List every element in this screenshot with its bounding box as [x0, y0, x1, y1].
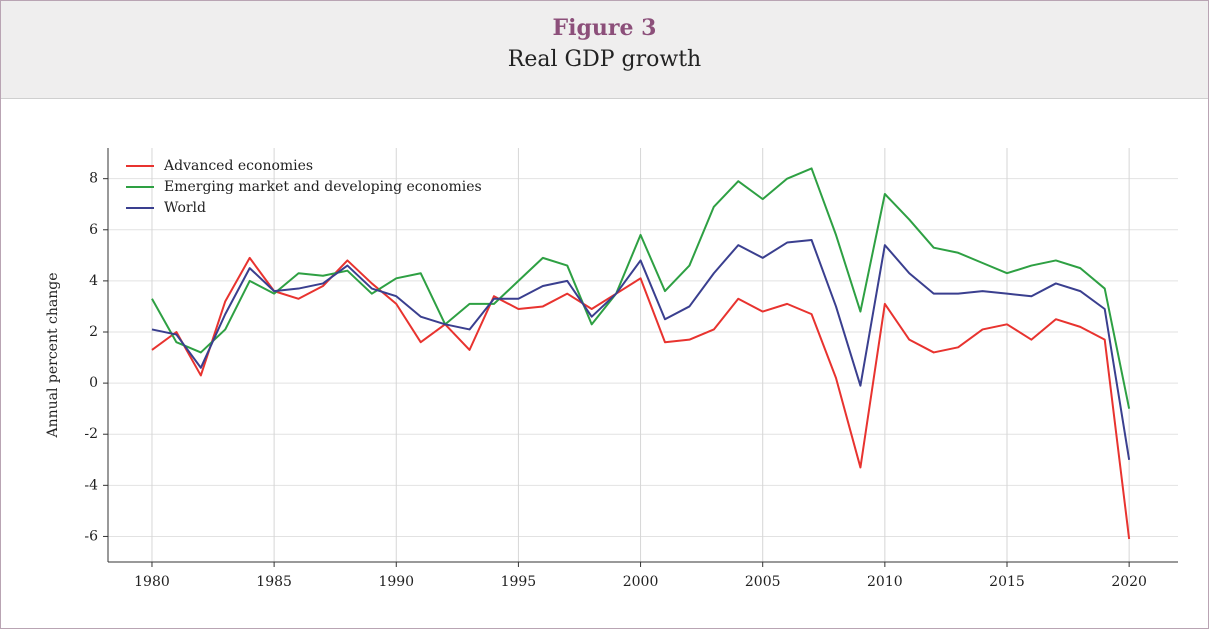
x-tick-label: 2015 — [989, 574, 1025, 590]
x-tick-label: 1985 — [256, 574, 292, 590]
y-tick-label: -6 — [84, 528, 98, 544]
x-tick-label: 1990 — [378, 574, 414, 590]
figure-header: Figure 3 Real GDP growth — [1, 1, 1208, 99]
series-line — [151, 239, 1131, 460]
legend-label: Emerging market and developing economies — [164, 179, 482, 195]
series-line — [151, 167, 1131, 409]
legend-label: World — [164, 200, 206, 216]
y-tick-label: 8 — [89, 171, 98, 187]
y-tick-label: -4 — [84, 477, 98, 493]
legend-label: Advanced economies — [163, 158, 313, 174]
y-tick-label: -2 — [84, 426, 98, 442]
y-tick-label: 0 — [89, 375, 98, 391]
y-tick-label: 6 — [89, 222, 98, 238]
x-tick-label: 2020 — [1111, 574, 1147, 590]
chart: -6 -4 -2 0 2 4 6 8 1980 1985 1990 1995 2000 2005 2010 2… — [45, 148, 1178, 590]
x-tick-label: 1995 — [501, 574, 537, 590]
x-tick-label: 2005 — [745, 574, 781, 590]
figure-title: Real GDP growth — [507, 47, 702, 72]
y-axis-label: Annual percent change — [45, 272, 61, 438]
x-tick-label: 2010 — [867, 574, 903, 590]
y-tick-label: 2 — [89, 324, 98, 340]
series-line — [151, 256, 1131, 540]
x-tick-label: 2000 — [623, 574, 659, 590]
y-tick-label: 4 — [89, 273, 98, 289]
figure-number: Figure 3 — [552, 15, 657, 41]
x-tick-label: 1980 — [134, 574, 170, 590]
